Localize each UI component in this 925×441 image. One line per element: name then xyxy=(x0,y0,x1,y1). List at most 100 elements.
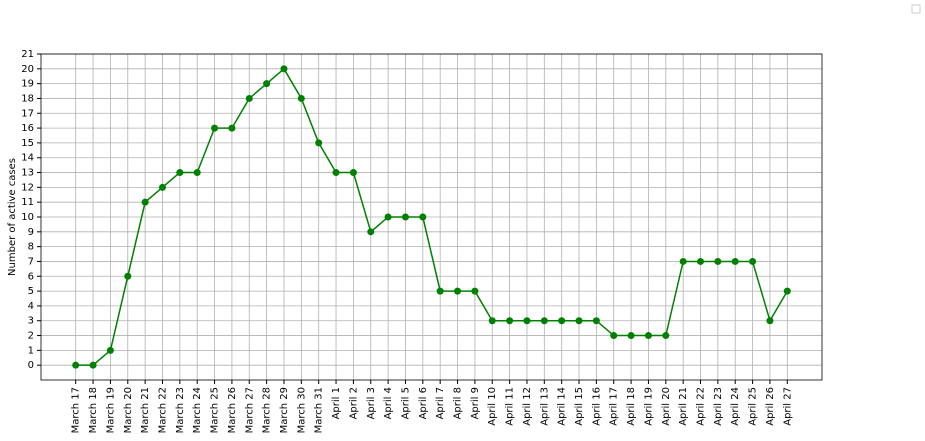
x-tick-label: April 19 xyxy=(643,387,654,426)
x-tick-label: March 18 xyxy=(88,387,99,433)
y-tick-label: 0 xyxy=(28,360,34,371)
x-tick-label: April 6 xyxy=(418,387,429,419)
y-tick-label: 9 xyxy=(28,227,34,238)
point xyxy=(297,94,305,102)
legend-box xyxy=(911,4,921,14)
point xyxy=(124,272,132,280)
x-tick-label: April 5 xyxy=(400,387,411,419)
x-tick-label: April 12 xyxy=(522,387,533,426)
point xyxy=(644,332,652,340)
x-tick-label: April 26 xyxy=(765,387,776,426)
point xyxy=(384,213,392,221)
point xyxy=(592,317,600,325)
point xyxy=(454,287,462,295)
x-tick-label: April 16 xyxy=(591,387,602,426)
point xyxy=(488,317,496,325)
y-tick-label: 2 xyxy=(28,331,34,342)
x-tick-label: March 20 xyxy=(123,387,134,433)
point xyxy=(697,257,705,265)
point xyxy=(332,169,340,177)
y-tick-label: 1 xyxy=(28,345,34,356)
x-tick-label: March 30 xyxy=(296,387,307,433)
point xyxy=(158,183,166,191)
point xyxy=(783,287,791,295)
point xyxy=(72,361,80,369)
point xyxy=(436,287,444,295)
x-tick-label: April 21 xyxy=(678,387,689,426)
y-tick-label: 11 xyxy=(21,197,34,208)
x-tick-label: April 10 xyxy=(487,387,498,426)
x-tick-label: April 25 xyxy=(748,387,759,426)
y-tick-label: 14 xyxy=(21,153,34,164)
x-tick-label: April 13 xyxy=(539,387,550,426)
x-tick-label: April 14 xyxy=(557,387,568,426)
point xyxy=(627,332,635,340)
x-tick-label: April 3 xyxy=(366,387,377,419)
point xyxy=(766,317,774,325)
x-tick-label: March 28 xyxy=(262,387,273,433)
point xyxy=(228,124,236,132)
x-tick-label: March 22 xyxy=(157,387,168,433)
point xyxy=(679,257,687,265)
y-tick-label: 8 xyxy=(28,242,34,253)
x-tick-label: April 23 xyxy=(713,387,724,426)
point xyxy=(106,346,114,354)
point xyxy=(211,124,219,132)
point xyxy=(141,198,149,206)
x-tick-label: April 1 xyxy=(331,387,342,419)
x-tick-label: April 15 xyxy=(574,387,585,426)
x-tick-label: March 19 xyxy=(105,387,116,433)
y-tick-label: 15 xyxy=(21,138,34,149)
y-tick-label: 17 xyxy=(21,108,34,119)
point xyxy=(506,317,514,325)
y-tick-label: 16 xyxy=(21,123,34,134)
x-tick-label: March 29 xyxy=(279,387,290,433)
y-tick-label: 12 xyxy=(21,182,34,193)
x-tick-label: March 24 xyxy=(192,387,203,433)
x-tick-label: April 27 xyxy=(782,387,793,426)
y-tick-label: 18 xyxy=(21,93,34,104)
y-tick-label: 20 xyxy=(21,64,34,75)
point xyxy=(263,80,271,88)
y-tick-label: 21 xyxy=(21,49,34,60)
x-tick-label: March 25 xyxy=(210,387,221,433)
x-tick-label: April 9 xyxy=(470,387,481,419)
point xyxy=(419,213,427,221)
y-tick-label: 4 xyxy=(28,301,34,312)
y-tick-label: 5 xyxy=(28,286,34,297)
y-tick-label: 3 xyxy=(28,316,34,327)
point xyxy=(714,257,722,265)
point xyxy=(662,332,670,340)
x-tick-label: April 17 xyxy=(609,387,620,426)
y-tick-label: 7 xyxy=(28,256,34,267)
point xyxy=(401,213,409,221)
point xyxy=(176,169,184,177)
point xyxy=(575,317,583,325)
point xyxy=(367,228,375,236)
point xyxy=(471,287,479,295)
y-axis-label: Number of active cases xyxy=(7,158,18,276)
point xyxy=(731,257,739,265)
x-tick-label: March 27 xyxy=(244,387,255,433)
point xyxy=(523,317,531,325)
x-tick-label: April 2 xyxy=(348,387,359,419)
x-tick-label: April 7 xyxy=(435,387,446,419)
point xyxy=(749,257,757,265)
y-tick-label: 13 xyxy=(21,168,34,179)
y-tick-label: 6 xyxy=(28,271,34,282)
x-tick-label: March 17 xyxy=(71,387,82,433)
plot-frame xyxy=(40,53,823,381)
point xyxy=(280,65,288,73)
x-tick-label: April 8 xyxy=(453,387,464,419)
point xyxy=(193,169,201,177)
x-tick-label: April 20 xyxy=(661,387,672,426)
y-tick-label: 10 xyxy=(21,212,34,223)
x-tick-label: April 22 xyxy=(696,387,707,426)
y-tick-label: 19 xyxy=(21,79,34,90)
point xyxy=(558,317,566,325)
x-tick-label: March 23 xyxy=(175,387,186,433)
x-tick-label: March 26 xyxy=(227,387,238,433)
x-tick-label: April 11 xyxy=(505,387,516,426)
point xyxy=(610,332,618,340)
